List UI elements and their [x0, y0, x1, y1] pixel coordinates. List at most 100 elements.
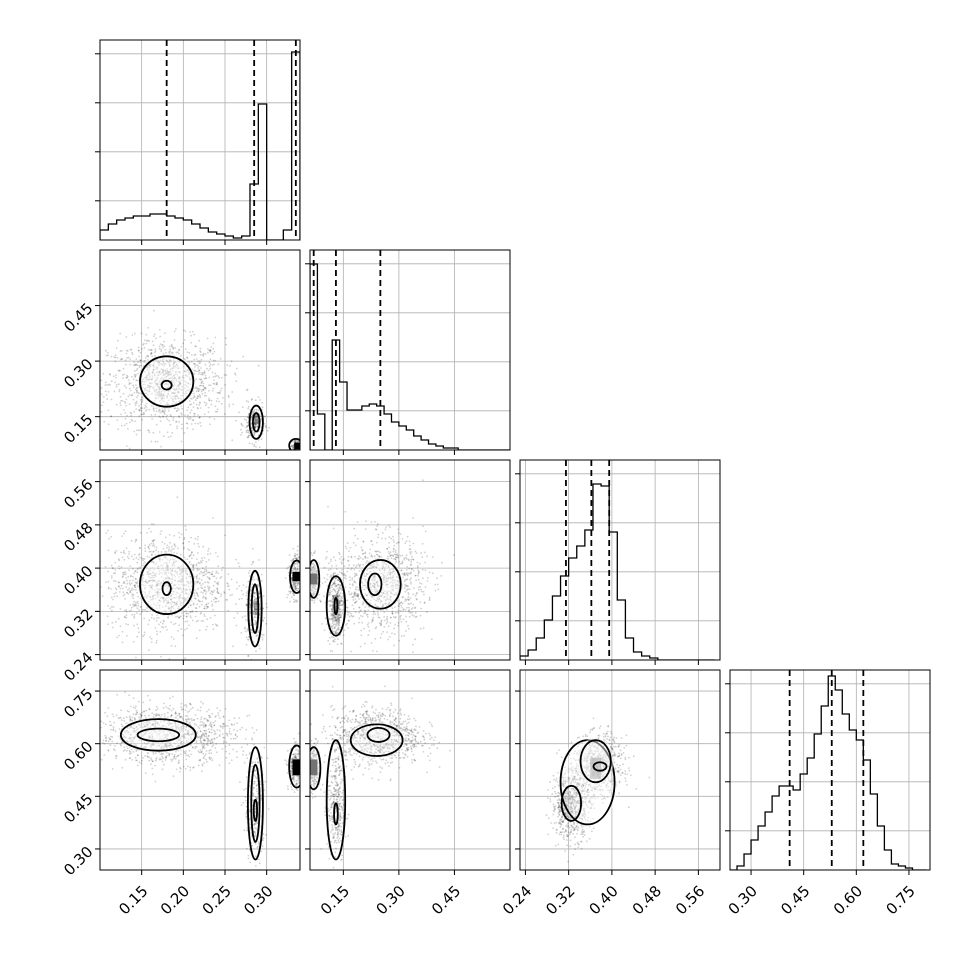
sample-point [185, 370, 188, 373]
sample-point [173, 551, 176, 554]
sample-point [151, 596, 154, 599]
sample-point [179, 580, 182, 583]
sample-point [136, 585, 139, 588]
sample-point [211, 570, 214, 573]
sample-point [253, 743, 255, 746]
sample-point [213, 575, 216, 578]
sample-point [293, 565, 296, 568]
sample-point [156, 633, 159, 635]
sample-point [194, 714, 197, 716]
sample-point [227, 609, 230, 612]
sample-point [156, 584, 159, 587]
sample-point [111, 736, 114, 738]
sample-point [184, 733, 186, 736]
sample-point [200, 579, 203, 581]
sample-point [226, 734, 229, 737]
sample-point [138, 364, 141, 367]
sample-point [125, 376, 128, 379]
sample-point [296, 568, 299, 570]
sample-point [200, 378, 203, 380]
sample-point [135, 709, 138, 712]
sample-point [140, 347, 143, 350]
sample-point [114, 587, 117, 589]
sample-point [197, 764, 200, 767]
sample-point [223, 413, 226, 416]
sample-point [135, 726, 138, 729]
sample-point [141, 418, 144, 421]
sample-point [179, 753, 182, 755]
sample-point [158, 390, 161, 393]
sample-point [183, 567, 185, 570]
sample-point [154, 722, 157, 725]
sample-point [191, 551, 193, 553]
sample-point [171, 387, 174, 390]
sample-point [238, 565, 241, 568]
sample-point [177, 386, 180, 388]
sample-point [156, 587, 159, 590]
sample-point [178, 400, 181, 402]
sample-point [254, 827, 257, 829]
sample-point [158, 360, 161, 363]
sample-point [251, 398, 254, 400]
sample-point [135, 387, 138, 390]
sample-point [140, 715, 143, 717]
sample-point [181, 407, 184, 410]
sample-point [174, 407, 177, 409]
sample-point [215, 382, 218, 385]
sample-point [137, 700, 140, 703]
sample-point [190, 604, 192, 607]
sample-point [290, 764, 293, 767]
sample-point [158, 371, 161, 374]
sample-point [177, 566, 180, 569]
sample-point [185, 422, 188, 424]
sample-point [152, 542, 155, 544]
sample-point [197, 619, 199, 622]
sample-point [201, 750, 203, 753]
panel-frame [99, 249, 301, 451]
sample-point [190, 717, 193, 720]
sample-point [159, 373, 162, 376]
sample-point [167, 569, 170, 572]
sample-point [172, 590, 175, 593]
sample-point [163, 345, 166, 348]
sample-point [192, 564, 194, 566]
sample-point [159, 363, 162, 365]
sample-point [170, 722, 173, 725]
sample-point [102, 401, 105, 403]
sample-point [174, 610, 177, 612]
sample-point [170, 372, 173, 375]
sample-point [132, 605, 135, 607]
sample-point [179, 383, 182, 386]
sample-point [120, 741, 123, 744]
sample-point [161, 408, 164, 410]
sample-point [238, 598, 241, 601]
sample-point [257, 420, 260, 423]
sample-point [151, 371, 154, 374]
sample-point [155, 705, 158, 708]
sample-point [178, 380, 181, 382]
sample-point [258, 862, 261, 865]
sample-point [200, 586, 203, 589]
sample-point [194, 378, 197, 381]
sample-point [218, 400, 221, 403]
sample-point [173, 387, 175, 390]
sample-point [151, 340, 154, 343]
sample-point [122, 734, 125, 736]
sample-point [166, 383, 168, 386]
sample-point [189, 580, 192, 583]
sample-point [174, 725, 177, 728]
sample-point [170, 582, 173, 585]
sample-point [135, 408, 138, 410]
sample-point [173, 384, 176, 386]
sample-point [120, 566, 123, 568]
sample-point [217, 592, 220, 595]
sample-point [135, 589, 137, 591]
sample-point [119, 402, 122, 404]
sample-point [197, 587, 200, 590]
sample-point [157, 551, 160, 553]
sample-point [242, 424, 244, 427]
sample-point [171, 563, 174, 566]
sample-point [138, 392, 141, 395]
sample-point [172, 596, 175, 599]
sample-point [188, 560, 191, 563]
